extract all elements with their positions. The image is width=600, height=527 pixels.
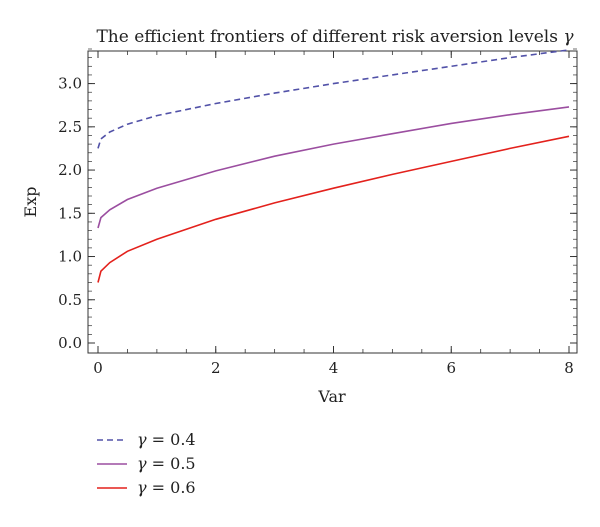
y-axis-label: Exp bbox=[21, 187, 40, 218]
legend-label: γ = 0.6 bbox=[137, 478, 196, 497]
x-tick-labels: 0 2 4 6 8 bbox=[93, 359, 574, 377]
y-tick-labels: 0.0 0.5 1.0 1.5 2.0 2.5 3.0 bbox=[58, 75, 82, 352]
y-tick-label: 1.5 bbox=[58, 204, 82, 222]
y-tick-label: 0.5 bbox=[58, 291, 82, 309]
x-tick-label: 0 bbox=[93, 359, 103, 377]
x-tick-label: 8 bbox=[564, 359, 574, 377]
axis-ticks bbox=[88, 48, 577, 353]
chart-title-text: The efficient frontiers of different ris… bbox=[96, 27, 557, 47]
legend-label: γ = 0.5 bbox=[137, 454, 196, 473]
x-tick-label: 2 bbox=[211, 359, 221, 377]
series-line-2 bbox=[97, 106, 570, 229]
chart-title: The efficient frontiers of different ris… bbox=[96, 27, 574, 47]
chart-title-symbol: γ bbox=[563, 27, 574, 47]
x-tick-label: 4 bbox=[329, 359, 339, 377]
y-tick-label: 1.0 bbox=[58, 248, 82, 266]
y-tick-label: 3.0 bbox=[58, 75, 82, 93]
y-tick-label: 0.0 bbox=[58, 334, 82, 352]
x-axis-label: Var bbox=[317, 387, 346, 406]
y-tick-label: 2.0 bbox=[58, 161, 82, 179]
x-tick-label: 6 bbox=[446, 359, 456, 377]
series-lines bbox=[97, 49, 570, 283]
legend: γ = 0.4 γ = 0.5 γ = 0.6 bbox=[97, 430, 196, 497]
series-line-1 bbox=[97, 49, 570, 149]
y-tick-label: 2.5 bbox=[58, 118, 82, 136]
legend-label: γ = 0.4 bbox=[137, 430, 196, 449]
series-line-3 bbox=[97, 135, 570, 283]
plot-frame bbox=[87, 50, 578, 354]
